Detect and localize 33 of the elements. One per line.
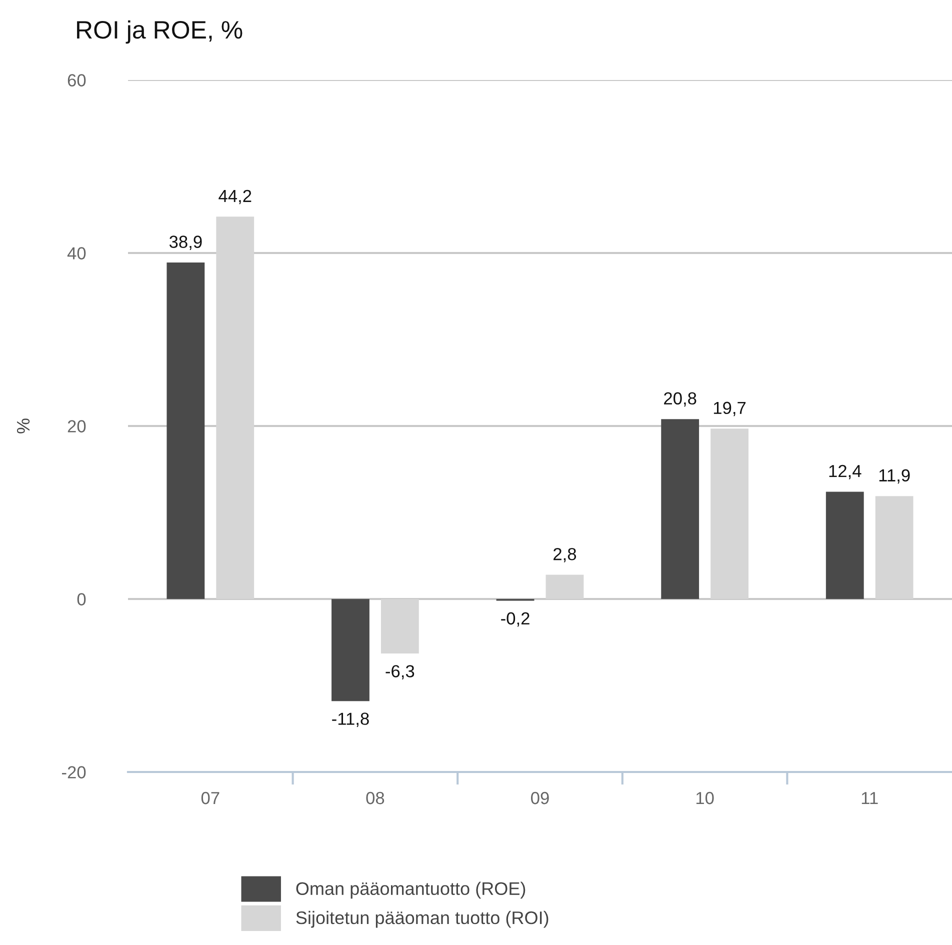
x-tick-label: 08 — [366, 792, 384, 804]
bar — [875, 496, 914, 599]
bar — [546, 574, 584, 599]
data-label: -0,2 — [501, 612, 530, 627]
bar — [216, 216, 254, 599]
x-tick-label: 11 — [862, 792, 878, 804]
data-label: 12,4 — [829, 464, 862, 480]
data-label: 11,9 — [879, 469, 910, 484]
y-tick-label: -20 — [62, 766, 86, 778]
legend-label: Sijoitetun pääoman tuotto (ROI) — [296, 910, 548, 928]
data-label: -6,3 — [386, 665, 414, 680]
x-tick-label: 09 — [531, 792, 549, 804]
data-label: -11,8 — [332, 712, 369, 727]
bar — [380, 599, 419, 654]
data-label: 2,8 — [554, 548, 576, 562]
data-label: 20,8 — [664, 392, 696, 407]
bar — [166, 262, 205, 599]
y-tick-label: 40 — [67, 247, 86, 260]
data-label: 44,2 — [218, 190, 252, 204]
x-tick-label: 07 — [201, 792, 220, 804]
legend-label: Oman pääomantuotto (ROE) — [296, 882, 526, 899]
bar — [710, 428, 748, 599]
chart-title: ROI ja ROE, % — [77, 20, 242, 44]
y-tick-label: 20 — [68, 420, 86, 432]
bar — [332, 599, 370, 702]
y-tick-label: 0 — [77, 593, 86, 606]
data-label: 19,7 — [714, 402, 746, 416]
y-tick-label: 60 — [68, 74, 86, 86]
bar — [826, 492, 864, 599]
x-tick-label: 10 — [696, 792, 714, 804]
data-label: 38,9 — [169, 236, 202, 250]
y-axis-title: % — [16, 418, 30, 434]
bar — [661, 419, 700, 599]
